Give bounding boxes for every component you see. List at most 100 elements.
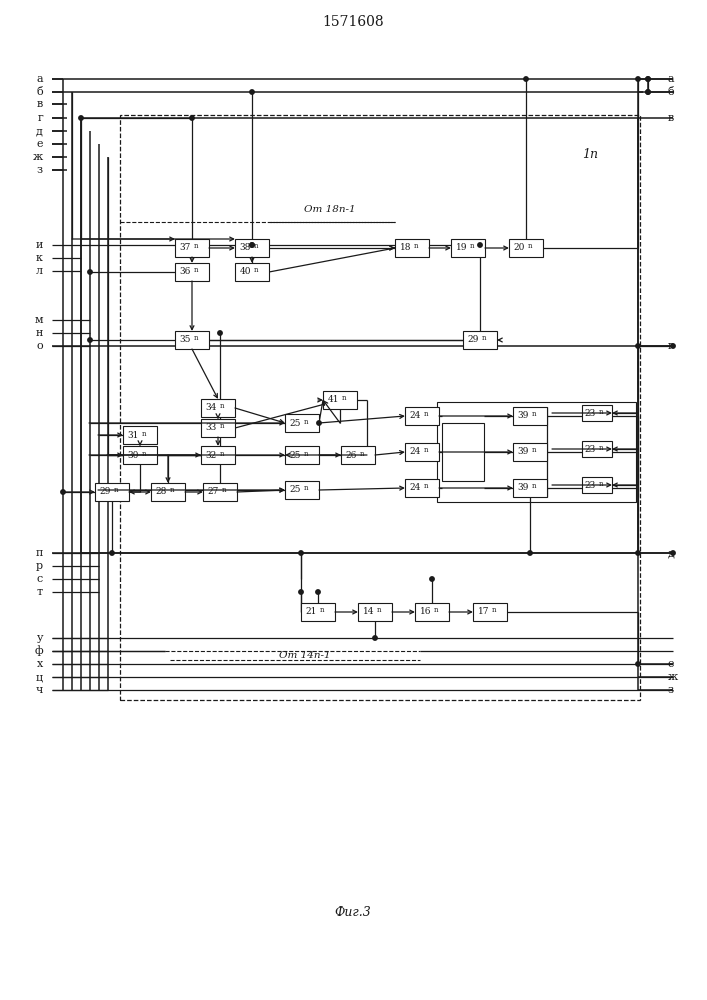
Text: 33: 33 (206, 424, 217, 432)
Bar (395, 239, 429, 257)
Text: n: n (254, 266, 259, 274)
Text: n: n (482, 334, 486, 342)
Bar (582, 441, 612, 457)
Text: Фиг.3: Фиг.3 (334, 906, 371, 918)
Circle shape (478, 243, 482, 247)
Text: n: n (194, 266, 199, 274)
Bar (405, 443, 439, 461)
Bar (95, 483, 129, 501)
Text: е: е (668, 659, 674, 669)
Bar (437, 402, 636, 502)
Text: n: n (254, 242, 259, 250)
Bar (201, 446, 235, 464)
Circle shape (299, 590, 303, 594)
Circle shape (316, 590, 320, 594)
Circle shape (430, 577, 434, 581)
Text: м: м (35, 315, 43, 325)
Circle shape (250, 90, 255, 94)
Circle shape (636, 551, 641, 555)
Text: n: n (532, 446, 537, 454)
Bar (203, 483, 237, 501)
Text: п: п (35, 548, 43, 558)
Text: 24: 24 (409, 448, 421, 456)
Text: n: n (114, 487, 119, 494)
Bar (473, 603, 507, 621)
Bar (582, 405, 612, 421)
Text: 41: 41 (327, 395, 339, 404)
Text: 32: 32 (206, 450, 217, 460)
Text: б: б (36, 87, 43, 97)
Bar (151, 483, 185, 501)
Text: 16: 16 (419, 607, 431, 616)
Bar (509, 239, 543, 257)
Circle shape (317, 421, 321, 425)
Text: с: с (37, 574, 43, 584)
Bar (201, 419, 235, 437)
Text: 17: 17 (477, 607, 489, 616)
Circle shape (110, 551, 115, 555)
Text: 22n: 22n (455, 448, 472, 456)
Text: n: n (599, 408, 604, 416)
Text: n: n (414, 242, 419, 250)
Text: n: n (304, 485, 308, 492)
Text: д: д (668, 548, 675, 558)
Text: n: n (492, 606, 496, 614)
Circle shape (645, 77, 650, 81)
Bar (301, 603, 335, 621)
Circle shape (671, 551, 675, 555)
Text: 25: 25 (289, 450, 301, 460)
Text: От 14п-1: От 14п-1 (279, 650, 331, 660)
Text: 23: 23 (585, 444, 596, 454)
Text: n: n (434, 606, 438, 614)
Text: 20: 20 (513, 243, 525, 252)
Bar (415, 603, 449, 621)
Text: 27: 27 (208, 488, 219, 496)
Bar (513, 407, 547, 425)
Circle shape (373, 636, 378, 640)
Bar (285, 481, 319, 499)
Text: ч: ч (35, 685, 43, 695)
Bar (201, 399, 235, 417)
Circle shape (645, 77, 650, 81)
Text: г: г (668, 341, 674, 351)
Text: 38: 38 (240, 243, 251, 252)
Bar (582, 477, 612, 493)
Bar (341, 446, 375, 464)
Circle shape (636, 662, 641, 666)
Circle shape (636, 77, 641, 81)
Text: n: n (532, 410, 537, 418)
Bar (442, 423, 484, 481)
Text: n: n (194, 334, 199, 342)
Text: 30: 30 (128, 450, 139, 460)
Text: n: n (470, 242, 474, 250)
Bar (175, 331, 209, 349)
Text: 1571608: 1571608 (322, 15, 384, 29)
Text: n: n (424, 446, 428, 454)
Bar (120, 115, 640, 700)
Text: n: n (220, 422, 225, 430)
Text: е: е (37, 139, 43, 149)
Circle shape (88, 338, 92, 342)
Text: ж: ж (33, 152, 43, 162)
Bar (513, 479, 547, 497)
Circle shape (645, 90, 650, 94)
Text: 24: 24 (409, 484, 421, 492)
Text: 31: 31 (128, 430, 139, 440)
Text: о: о (36, 341, 43, 351)
Text: 14: 14 (363, 607, 374, 616)
Circle shape (61, 490, 65, 494)
Text: n: n (194, 242, 199, 250)
Text: n: n (320, 606, 325, 614)
Circle shape (250, 243, 255, 247)
Text: 36: 36 (180, 267, 191, 276)
Text: ц: ц (36, 672, 43, 682)
Text: 39: 39 (518, 448, 529, 456)
Text: 23: 23 (585, 408, 596, 418)
Text: 40: 40 (240, 267, 251, 276)
Circle shape (250, 243, 255, 247)
Bar (175, 239, 209, 257)
Text: n: n (528, 242, 532, 250)
Text: 39: 39 (518, 484, 529, 492)
Circle shape (78, 116, 83, 120)
Text: 35: 35 (180, 336, 191, 344)
